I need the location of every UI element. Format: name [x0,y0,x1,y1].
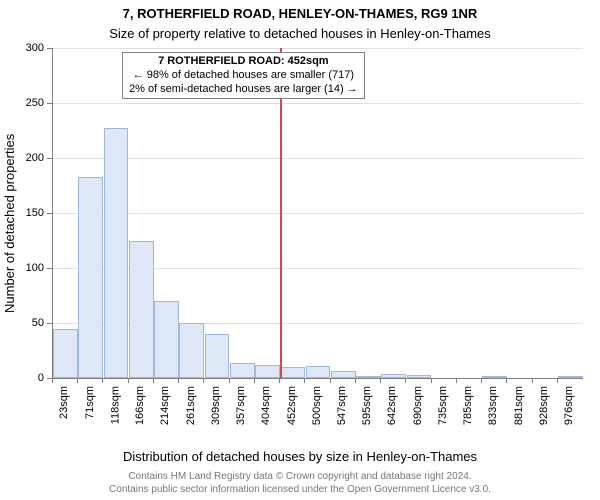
chart-container: 7, ROTHERFIELD ROAD, HENLEY-ON-THAMES, R… [0,0,600,500]
y-tick-mark [47,158,52,159]
info-line3: 2% of semi-detached houses are larger (1… [129,83,358,97]
attribution-line1: Contains HM Land Registry data © Crown c… [0,471,600,484]
x-tick-mark [405,378,406,383]
x-tick-mark [77,378,78,383]
x-tick-mark [254,378,255,383]
x-tick-mark [330,378,331,383]
x-tick-mark [128,378,129,383]
x-axis-label: Distribution of detached houses by size … [0,449,600,464]
gridline [53,48,583,49]
histogram-bar [280,367,305,378]
y-tick-mark [47,48,52,49]
x-tick-mark [481,378,482,383]
x-tick-mark [380,378,381,383]
x-tick-label: 928sqm [538,386,550,425]
y-tick-label: 200 [4,152,44,164]
histogram-bar [205,334,230,378]
info-box: 7 ROTHERFIELD ROAD: 452sqm← 98% of detac… [122,52,365,99]
x-tick-label: 595sqm [361,386,373,425]
x-tick-label: 309sqm [210,386,222,425]
histogram-bar [104,128,129,378]
x-tick-mark [456,378,457,383]
histogram-bar [255,365,280,378]
x-tick-label: 214sqm [159,386,171,425]
gridline [53,213,583,214]
y-tick-label: 300 [4,42,44,54]
y-tick-mark [47,323,52,324]
x-tick-mark [431,378,432,383]
gridline [53,158,583,159]
x-tick-mark [532,378,533,383]
attribution-line2: Contains public sector information licen… [0,484,600,497]
x-tick-label: 642sqm [387,386,399,425]
histogram-bar [558,376,583,378]
histogram-bar [331,371,356,378]
x-tick-label: 118sqm [109,386,121,424]
x-tick-mark [557,378,558,383]
histogram-bar [356,376,381,378]
y-tick-label: 150 [4,207,44,219]
y-tick-label: 0 [4,372,44,384]
x-tick-mark [52,378,53,383]
histogram-bar [179,323,204,378]
y-tick-mark [47,268,52,269]
info-line1: 7 ROTHERFIELD ROAD: 452sqm [129,55,358,69]
x-tick-mark [279,378,280,383]
x-tick-label: 881sqm [513,386,525,425]
y-tick-label: 50 [4,317,44,329]
y-tick-label: 100 [4,262,44,274]
x-tick-label: 166sqm [134,386,146,425]
info-line2: ← 98% of detached houses are smaller (71… [129,69,358,83]
histogram-bar [306,366,331,378]
attribution: Contains HM Land Registry data © Crown c… [0,471,600,496]
x-tick-mark [203,378,204,383]
y-tick-mark [47,213,52,214]
chart-title-line1: 7, ROTHERFIELD ROAD, HENLEY-ON-THAMES, R… [0,6,600,21]
histogram-bar [154,301,179,378]
x-tick-label: 833sqm [488,386,500,425]
x-tick-mark [506,378,507,383]
histogram-bar [78,177,103,378]
x-tick-label: 261sqm [185,386,197,425]
x-tick-mark [102,378,103,383]
y-tick-label: 250 [4,97,44,109]
x-tick-label: 547sqm [336,386,348,425]
x-tick-label: 357sqm [235,386,247,425]
histogram-bar [129,241,154,379]
x-tick-mark [355,378,356,383]
x-tick-mark [178,378,179,383]
histogram-bar [53,329,78,379]
x-tick-mark [229,378,230,383]
x-tick-label: 500sqm [311,386,323,425]
x-tick-mark [153,378,154,383]
chart-title-line2: Size of property relative to detached ho… [0,26,600,41]
x-tick-label: 785sqm [462,386,474,425]
y-tick-mark [47,103,52,104]
gridline [53,103,583,104]
x-tick-label: 690sqm [412,386,424,425]
x-tick-label: 71sqm [84,386,96,419]
x-tick-label: 735sqm [437,386,449,425]
x-tick-label: 404sqm [260,386,272,425]
x-tick-label: 976sqm [563,386,575,425]
histogram-bar [230,363,255,378]
histogram-bar [381,374,406,378]
histogram-bar [407,375,432,378]
x-tick-mark [304,378,305,383]
histogram-bar [482,376,507,378]
x-tick-label: 452sqm [286,386,298,425]
x-tick-label: 23sqm [59,386,71,419]
